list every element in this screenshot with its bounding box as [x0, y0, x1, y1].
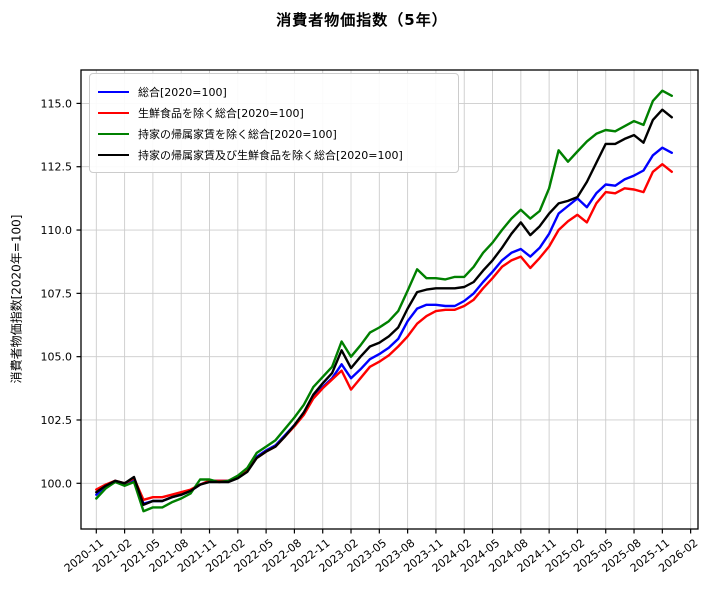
legend: 総合[2020=100] 生鮮食品を除く総合[2020=100] 持家の帰属家賃… [89, 73, 459, 173]
chart-title: 消費者物価指数（5年） [276, 11, 448, 29]
legend-label: 生鮮食品を除く総合[2020=100] [138, 106, 304, 120]
legend-line-sample-green [98, 132, 129, 135]
plot-border [80, 69, 699, 530]
tick-marks [76, 102, 692, 534]
legend-item-all-items: 総合[2020=100] [98, 81, 448, 102]
y-tick-label: 107.5 [41, 287, 73, 300]
legend-label: 総合[2020=100] [138, 85, 227, 99]
legend-item-ex-imputed-rent-and-fresh-food: 持家の帰属家賃及び生鮮食品を除く総合[2020=100] [98, 144, 448, 165]
y-tick-label: 102.5 [41, 414, 73, 427]
legend-line-sample-blue [98, 90, 129, 93]
legend-line-sample-black [98, 153, 129, 156]
legend-line-sample-red [98, 111, 129, 114]
legend-item-ex-fresh-food: 生鮮食品を除く総合[2020=100] [98, 102, 448, 123]
y-tick-label: 100.0 [41, 477, 73, 490]
series-line-3 [95, 108, 673, 506]
y-tick-label: 110.0 [41, 224, 73, 237]
series-line-1 [95, 162, 673, 501]
y-axis-label: 消費者物価指数[2020年=100] [9, 214, 24, 384]
y-tick-label: 115.0 [41, 97, 73, 110]
legend-label: 持家の帰属家賃を除く総合[2020=100] [138, 127, 337, 141]
legend-label: 持家の帰属家賃及び生鮮食品を除く総合[2020=100] [138, 148, 403, 162]
y-tick-label: 112.5 [41, 161, 73, 174]
y-tick-label: 105.0 [41, 351, 73, 364]
series-lines [95, 89, 673, 513]
legend-item-ex-imputed-rent: 持家の帰属家賃を除く総合[2020=100] [98, 123, 448, 144]
